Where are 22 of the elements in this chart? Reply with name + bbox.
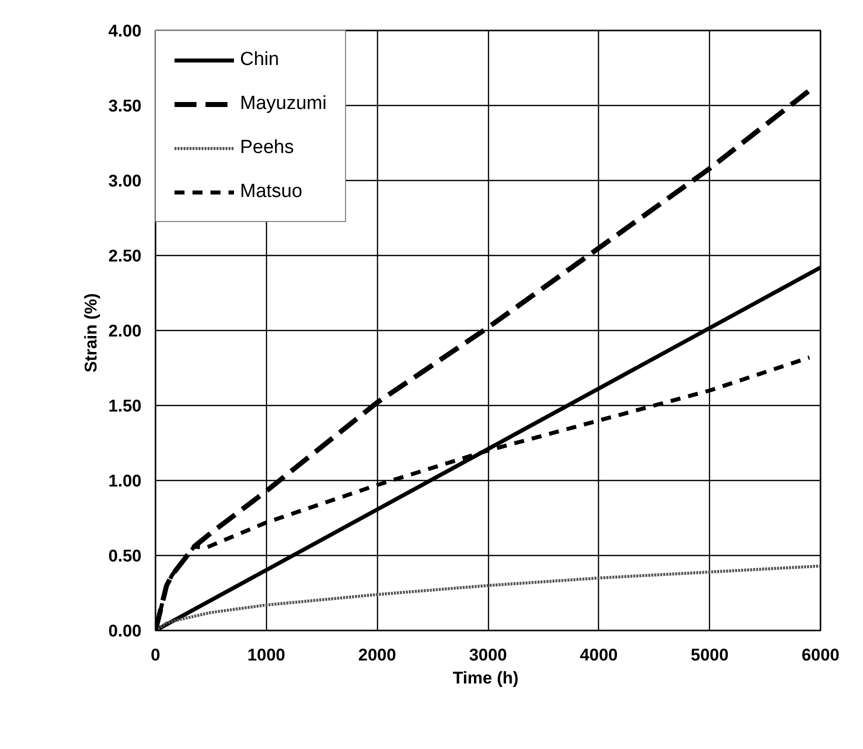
x-tick-label: 6000 [802,646,840,664]
y-tick-label: 0.50 [108,546,142,566]
y-tick-label: 2.00 [108,322,142,340]
y-tick-label: 0.00 [108,622,142,640]
legend-label: Chin [240,49,280,71]
x-tick-label: 5000 [690,646,729,664]
x-tick-label: 3000 [469,646,507,664]
x-tick-label: 2000 [358,646,396,664]
y-tick-label: 2.50 [108,246,142,266]
x-tick-label: 1000 [247,646,286,664]
y-tick-label: 4.00 [108,22,142,40]
legend-label: Matsuo [240,181,302,203]
y-tick-label: 3.50 [108,96,142,116]
y-tick-label: 1.00 [108,472,142,490]
legend-label: Peehs [240,137,294,159]
x-tick-label: 0 [150,646,160,664]
x-tick-label: 4000 [580,646,618,664]
y-tick-label: 1.50 [108,396,142,416]
x-axis-title: Time (h) [452,668,519,688]
y-tick-label: 3.00 [108,172,142,190]
y-axis-title: Strain (%) [81,293,100,373]
legend-label: Mayuzumi [240,93,327,115]
